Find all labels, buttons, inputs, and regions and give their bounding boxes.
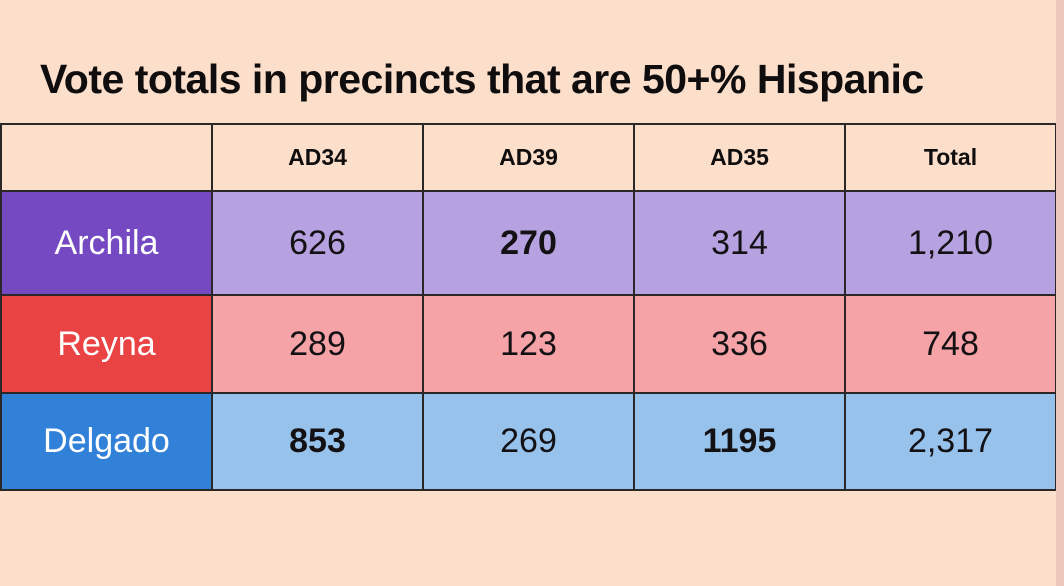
column-header-total: Total <box>844 123 1057 192</box>
vote-cell: 270 <box>422 190 635 296</box>
row-label-archila: Archila <box>0 190 213 296</box>
vote-cell: 853 <box>211 392 424 491</box>
page-title: Vote totals in precincts that are 50+% H… <box>40 56 924 102</box>
table-row-reyna: Reyna 289 123 336 748 <box>0 294 1057 394</box>
vote-cell: 269 <box>422 392 635 491</box>
row-label-delgado: Delgado <box>0 392 213 491</box>
vote-cell: 336 <box>633 294 846 394</box>
vote-cell: 1,210 <box>844 190 1057 296</box>
vote-cell: 2,317 <box>844 392 1057 491</box>
column-header-ad34: AD34 <box>211 123 424 192</box>
column-header-ad39: AD39 <box>422 123 635 192</box>
table-header-row: AD34 AD39 AD35 Total <box>0 123 1057 192</box>
vote-cell: 123 <box>422 294 635 394</box>
vote-totals-table: AD34 AD39 AD35 Total Archila 626 270 314… <box>0 123 1057 491</box>
vote-cell: 626 <box>211 190 424 296</box>
column-header-ad35: AD35 <box>633 123 846 192</box>
vote-cell: 1195 <box>633 392 846 491</box>
table-row-delgado: Delgado 853 269 1195 2,317 <box>0 392 1057 491</box>
table-row-archila: Archila 626 270 314 1,210 <box>0 190 1057 296</box>
page-edge-strip <box>1056 0 1064 586</box>
vote-cell: 289 <box>211 294 424 394</box>
vote-cell: 748 <box>844 294 1057 394</box>
vote-cell: 314 <box>633 190 846 296</box>
corner-cell <box>0 123 213 192</box>
row-label-reyna: Reyna <box>0 294 213 394</box>
